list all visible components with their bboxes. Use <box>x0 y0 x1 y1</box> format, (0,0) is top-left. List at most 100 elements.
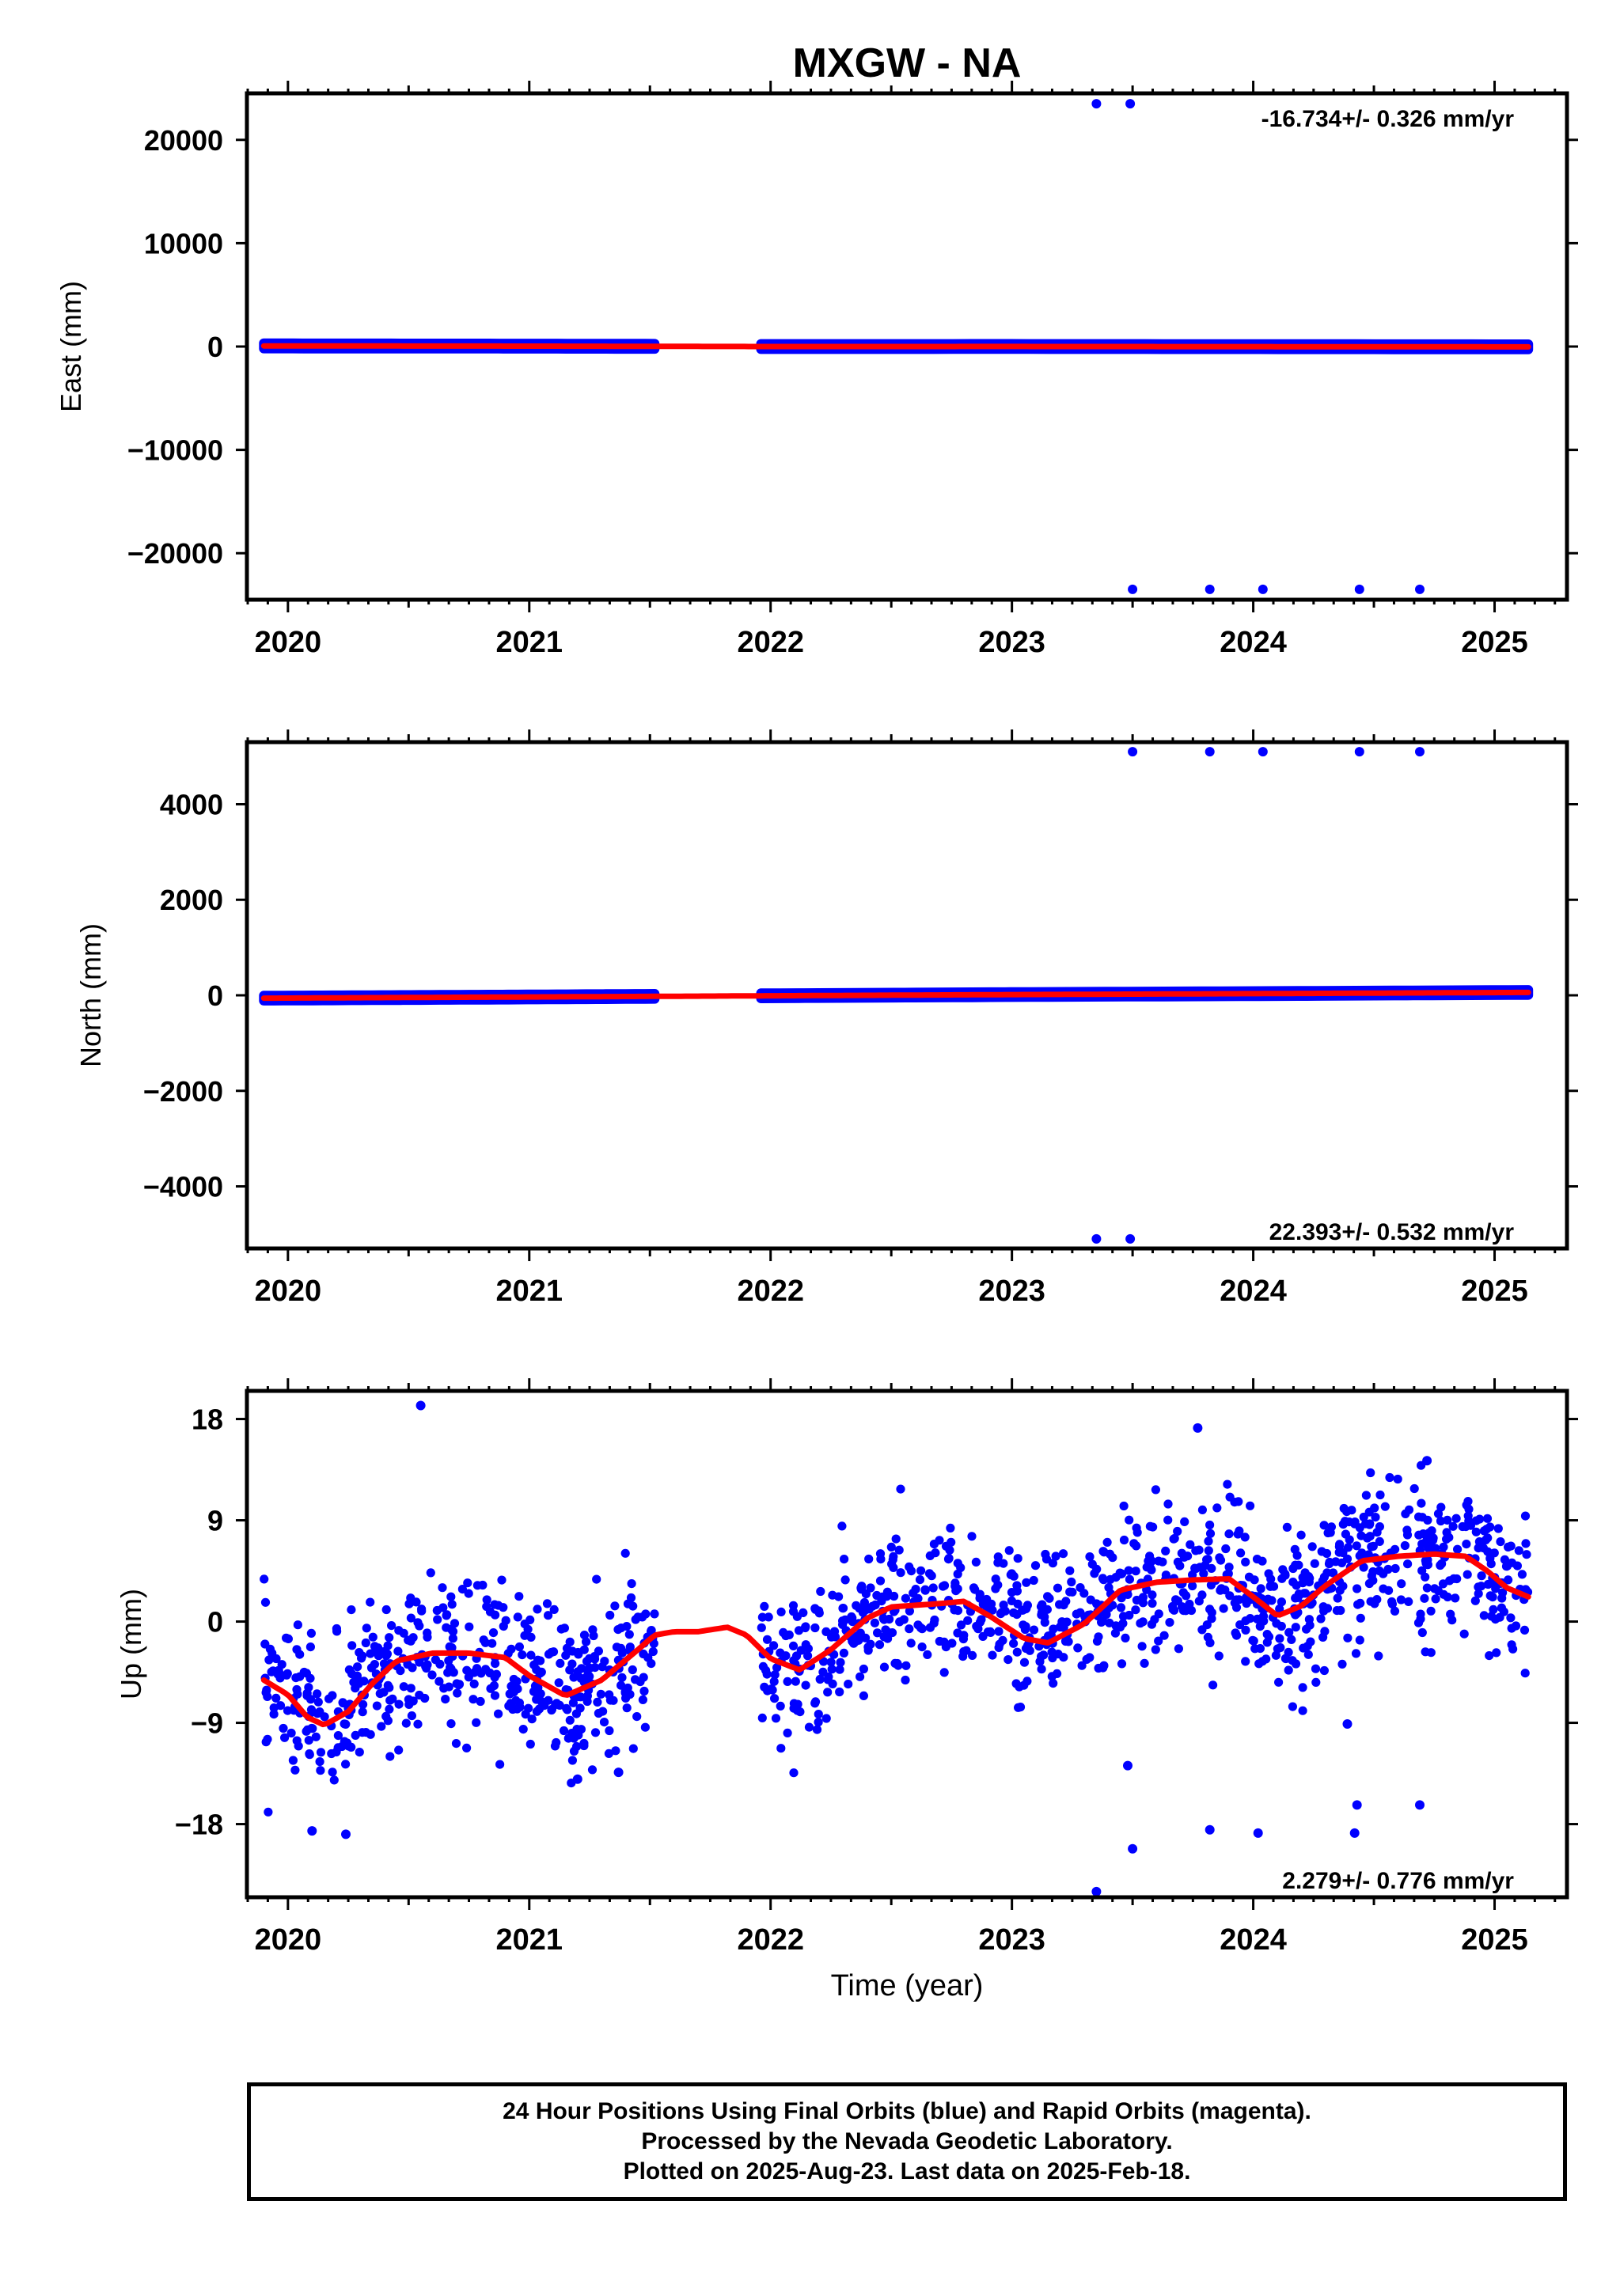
outlier-point <box>1091 1233 1102 1244</box>
data-point <box>1256 1584 1265 1593</box>
data-point <box>514 1642 525 1652</box>
data-point <box>1241 1657 1250 1666</box>
outlier-point <box>1415 584 1425 594</box>
data-point <box>1119 1535 1129 1545</box>
data-point <box>1400 1540 1409 1551</box>
data-point <box>549 1605 559 1614</box>
data-point <box>794 1626 804 1635</box>
data-point <box>374 1651 383 1661</box>
data-point <box>840 1555 849 1564</box>
data-point <box>896 1568 905 1578</box>
x-tick-label: 2025 <box>1461 626 1528 659</box>
data-point <box>1207 1614 1216 1623</box>
data-point <box>804 1722 814 1732</box>
outlier-point <box>1205 584 1215 594</box>
data-point <box>347 1641 357 1650</box>
y-tick-label: 0 <box>207 331 223 363</box>
data-point <box>448 1627 458 1636</box>
data-point <box>1338 1582 1348 1591</box>
data-point <box>873 1628 882 1638</box>
data-point <box>1443 1592 1452 1602</box>
data-point <box>920 1586 930 1595</box>
data-point <box>589 1631 598 1641</box>
data-point <box>328 1691 337 1700</box>
data-point <box>1263 1594 1273 1604</box>
data-point <box>1504 1542 1513 1552</box>
data-point <box>783 1677 792 1686</box>
data-point <box>1417 1513 1427 1522</box>
data-point <box>1519 1625 1530 1635</box>
data-point <box>1004 1546 1014 1555</box>
data-point <box>1324 1559 1334 1569</box>
data-point <box>1061 1597 1071 1606</box>
data-point <box>1414 1530 1424 1540</box>
data-point <box>776 1607 786 1616</box>
data-point <box>975 1617 985 1627</box>
data-point <box>947 1639 957 1648</box>
data-point <box>572 1741 582 1752</box>
data-point <box>1303 1650 1313 1659</box>
data-point <box>526 1650 536 1660</box>
data-point <box>1161 1546 1170 1555</box>
data-point <box>328 1767 337 1777</box>
data-point <box>454 1680 465 1689</box>
data-point <box>1338 1520 1348 1529</box>
data-point <box>812 1725 822 1734</box>
data-point <box>385 1752 395 1761</box>
data-point <box>598 1662 607 1672</box>
data-point <box>622 1622 632 1631</box>
data-point <box>1223 1480 1232 1489</box>
data-point <box>757 1623 766 1632</box>
data-point <box>540 1701 549 1711</box>
data-point <box>1009 1608 1019 1618</box>
data-point <box>426 1568 435 1578</box>
outlier-point <box>1091 1886 1102 1896</box>
data-point <box>406 1613 416 1623</box>
outlier-point <box>1125 1233 1136 1244</box>
data-point <box>876 1555 886 1564</box>
data-point <box>1208 1680 1218 1690</box>
data-point <box>476 1696 485 1707</box>
data-point <box>567 1756 578 1765</box>
data-point <box>1375 1536 1384 1546</box>
data-point <box>1194 1597 1204 1606</box>
outlier-point <box>1342 1719 1353 1729</box>
data-point <box>353 1662 362 1672</box>
data-point <box>533 1655 543 1665</box>
data-point <box>764 1612 773 1622</box>
data-point <box>1426 1606 1436 1616</box>
data-point <box>305 1749 314 1759</box>
data-point <box>836 1658 845 1667</box>
data-point <box>434 1677 444 1686</box>
data-point <box>818 1667 828 1677</box>
data-point <box>347 1605 356 1615</box>
data-point <box>1018 1605 1027 1615</box>
data-point <box>628 1665 637 1675</box>
data-point <box>838 1604 848 1613</box>
data-point <box>1431 1544 1440 1553</box>
outlier-point <box>1128 584 1138 594</box>
data-point <box>590 1728 601 1737</box>
y-tick-label: 18 <box>192 1404 223 1436</box>
data-point <box>463 1578 472 1588</box>
data-point <box>1115 1568 1125 1578</box>
data-point <box>1252 1555 1262 1564</box>
data-point <box>556 1658 565 1668</box>
data-point <box>341 1760 351 1769</box>
data-point <box>1021 1644 1031 1654</box>
data-point <box>1013 1599 1022 1608</box>
data-point <box>393 1646 403 1656</box>
data-point <box>628 1744 638 1753</box>
data-point <box>878 1592 887 1601</box>
data-point <box>311 1732 321 1741</box>
data-point <box>344 1665 354 1675</box>
data-point <box>472 1718 481 1727</box>
data-point <box>472 1581 483 1590</box>
data-point <box>1319 1665 1329 1676</box>
data-point <box>1013 1554 1022 1563</box>
data-point <box>1065 1566 1075 1575</box>
data-point <box>1246 1501 1255 1510</box>
data-point <box>890 1591 899 1601</box>
data-point <box>1235 1620 1245 1630</box>
data-point <box>292 1736 302 1745</box>
